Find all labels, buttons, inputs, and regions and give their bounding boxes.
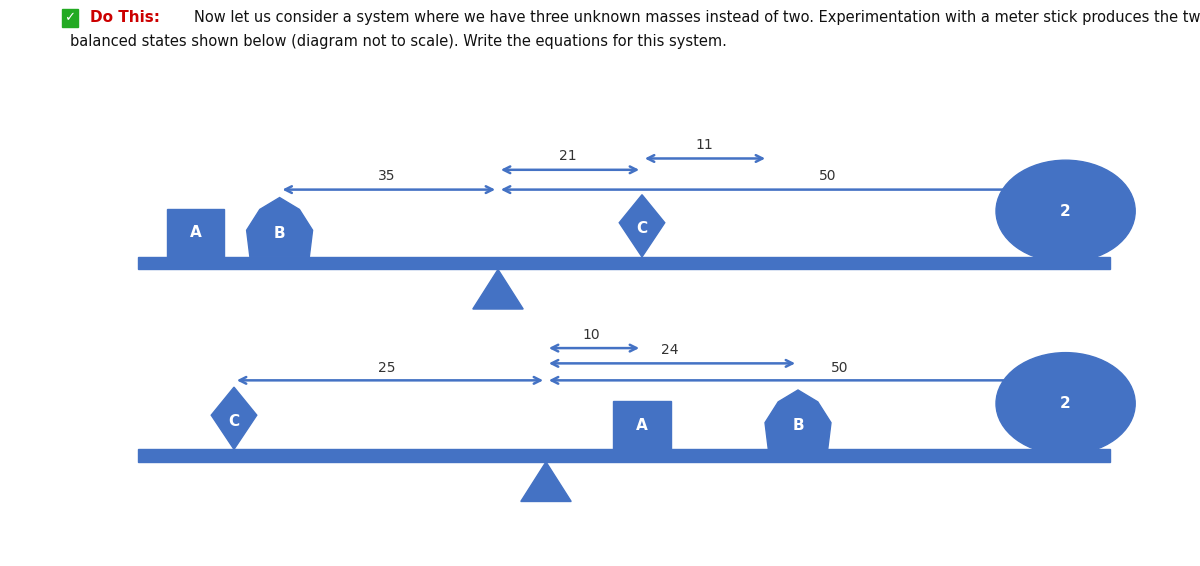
Text: B: B [274,226,286,241]
Text: 2: 2 [1061,396,1070,411]
Text: 2: 2 [1061,204,1070,218]
Bar [167,209,224,257]
Polygon shape [247,198,312,257]
Text: 50: 50 [832,361,848,375]
Text: C: C [228,414,240,429]
Ellipse shape [996,353,1135,454]
Text: A: A [190,225,202,241]
Text: A: A [636,418,648,433]
Text: Do This:: Do This: [90,10,160,25]
Text: Now let us consider a system where we have three unknown masses instead of two. : Now let us consider a system where we ha… [194,10,1200,25]
Text: 10: 10 [583,328,600,342]
Polygon shape [766,390,830,449]
Polygon shape [211,387,257,449]
Text: 50: 50 [820,169,836,183]
Polygon shape [473,269,523,309]
Polygon shape [521,462,571,501]
Polygon shape [619,195,665,257]
Text: 21: 21 [559,149,576,163]
Text: B: B [792,418,804,433]
Ellipse shape [996,160,1135,262]
Bar [138,449,1110,462]
Text: 24: 24 [661,343,678,357]
Bar [138,257,1110,269]
Text: balanced states shown below (diagram not to scale). Write the equations for this: balanced states shown below (diagram not… [70,34,726,49]
Text: C: C [636,221,648,237]
Text: 11: 11 [696,138,713,152]
Text: ✓: ✓ [64,11,76,24]
Bar [613,401,671,449]
Text: 35: 35 [378,169,395,183]
Text: 25: 25 [378,361,395,375]
